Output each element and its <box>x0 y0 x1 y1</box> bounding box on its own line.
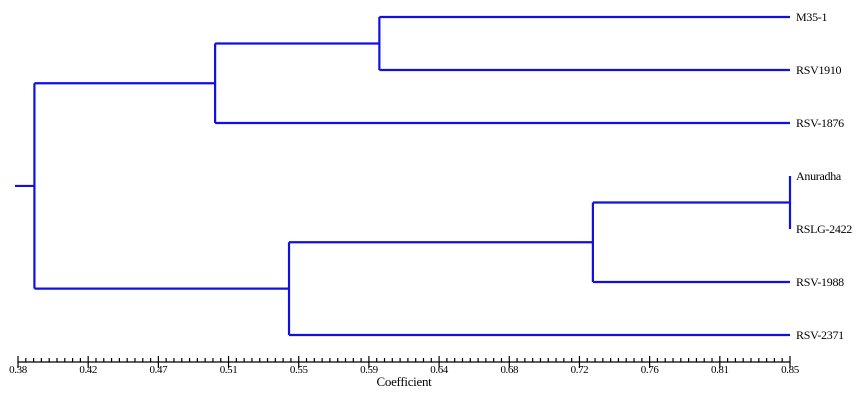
axis-tick-labels: 0.38 0.42 0.47 0.51 0.55 0.59 0.64 0.68 0.72 0.76… <box>9 364 800 376</box>
dendrogram-branches <box>15 15 792 337</box>
tick-label: 0.59 <box>360 364 379 376</box>
leaf-labels: M35-1 RSV1910 RSV-1876 Anuradha RSLG-2422 RSV… <box>796 10 853 342</box>
tick-label: 0.81 <box>711 364 729 376</box>
tick-label: 0.51 <box>220 364 238 376</box>
axis-ticks <box>17 356 791 368</box>
coefficient-axis: 0.38 0.42 0.47 0.51 0.55 0.59 0.64 0.68 0.72 0.76… <box>9 356 800 389</box>
tick-label: 0.64 <box>430 364 449 376</box>
leaf-label: RSV-1876 <box>796 116 844 130</box>
tick-label: 0.85 <box>781 364 800 376</box>
leaf-label: RSV-2371 <box>796 328 844 342</box>
leaf-label: RSLG-2422 <box>796 222 852 236</box>
leaf-label: M35-1 <box>796 10 827 24</box>
tick-label: 0.47 <box>150 364 169 376</box>
tick-label: 0.76 <box>641 364 660 376</box>
axis-title: Coefficient <box>377 374 433 389</box>
tick-label: 0.68 <box>500 364 519 376</box>
tick-label: 0.38 <box>9 364 28 376</box>
tick-label: 0.55 <box>290 364 309 376</box>
leaf-label: Anuradha <box>796 169 842 183</box>
leaf-label: RSV1910 <box>796 63 842 77</box>
leaf-label: RSV-1988 <box>796 275 844 289</box>
tick-label: 0.42 <box>79 364 97 376</box>
tick-label: 0.72 <box>571 364 589 376</box>
